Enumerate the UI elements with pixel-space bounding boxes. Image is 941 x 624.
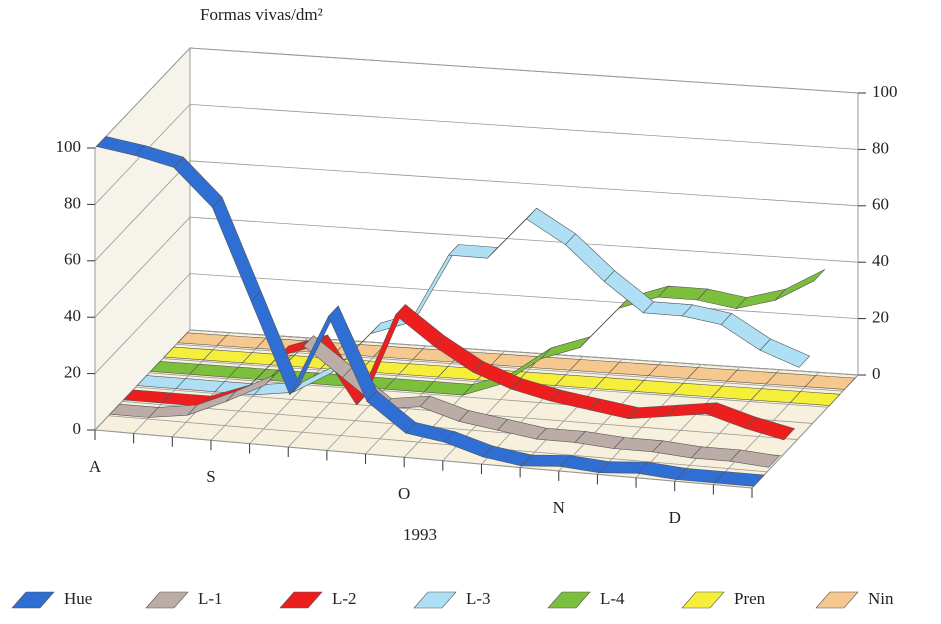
grid-line [189,104,859,150]
ribbon-segment [804,375,856,390]
y2-tick-label: 80 [872,138,889,157]
y-tick-label: 80 [64,193,81,212]
floor-line [558,361,662,472]
legend-label: L-3 [466,589,491,608]
legend-label: L-1 [198,589,223,608]
legend-swatch [145,591,189,609]
legend-label: L-4 [600,589,625,608]
legend-swatch [413,591,457,609]
grid-line [189,160,859,207]
legend-label: Hue [64,589,92,608]
floor-line [94,429,753,489]
floor-line [108,415,768,473]
y-tick-label: 40 [64,306,81,325]
legend-swatch [815,591,859,609]
ribbon-segment [759,338,811,368]
ribbon-segment [714,471,765,487]
ribbon-segment [729,449,780,468]
grid-line [94,160,191,262]
floor-line [751,374,859,489]
ribbon-segment [774,269,826,301]
x-axis-label: 1993 [403,525,437,544]
y-tick-label: 60 [64,250,81,269]
floor-line [481,356,584,465]
ribbon-segment [744,416,796,441]
floor-line [674,369,780,482]
grid-line [189,216,859,263]
floor-line [519,358,623,468]
grid-line [189,329,859,376]
legend-label: Pren [734,589,766,608]
legend-swatch [11,591,55,609]
y2-tick-label: 40 [872,251,889,270]
legend-label: L-2 [332,589,357,608]
y-tick-label: 0 [73,419,82,438]
legend-swatch [681,591,725,609]
y2-tick-label: 0 [872,364,881,383]
ribbon-segment [789,391,841,406]
back-wall [189,47,859,376]
grid-line [94,216,191,318]
legend-label: Nin [868,589,894,608]
floor-line [287,342,387,448]
legend-swatch [279,591,323,609]
y-tick-label: 100 [56,137,82,156]
grid-line [94,273,191,374]
x-tick-label: O [398,484,410,503]
x-tick-label: S [206,467,215,486]
y-tick-label: 20 [64,363,81,382]
x-tick-label: N [553,498,565,517]
grid-line [189,47,859,94]
x-tick-label: A [89,457,102,476]
floor-line [597,364,702,475]
y2-tick-label: 100 [872,82,898,101]
floor-line [635,366,741,479]
y2-tick-label: 60 [872,195,889,214]
x-tick-label: D [669,508,681,527]
y-axis-label: Formas vivas/dm² [200,5,323,24]
legend-swatch [547,591,591,609]
grid-line [189,273,859,319]
y2-tick-label: 20 [872,308,889,327]
grid-line [94,47,191,149]
